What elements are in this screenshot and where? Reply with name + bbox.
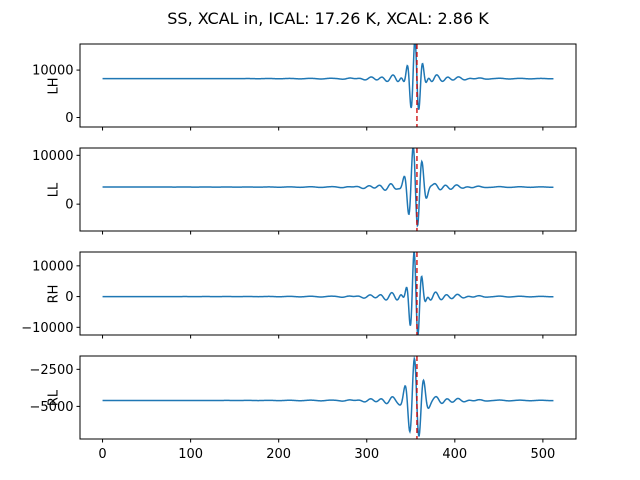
x-tick-label: 400 <box>442 447 467 462</box>
subplot-lh: 0 10000 <box>32 43 577 131</box>
series-line <box>102 252 554 335</box>
series-line <box>102 148 554 228</box>
subplot-rl: −2500 −5000 0 100 200 300 400 500 <box>30 355 577 462</box>
y-tick-label: 0 <box>65 111 73 126</box>
series-line <box>102 356 554 437</box>
series-line <box>102 44 554 110</box>
subplot-rh: −10000 0 10000 <box>21 251 577 339</box>
chart-title: SS, XCAL in, ICAL: 17.26 K, XCAL: 2.86 K <box>167 9 489 28</box>
x-tick-label: 200 <box>266 447 291 462</box>
x-tick-label: 500 <box>530 447 555 462</box>
y-tick-label: −5000 <box>30 400 74 415</box>
x-tick-label: 0 <box>98 447 106 462</box>
y-tick-label: 10000 <box>32 64 73 79</box>
axes-frame <box>79 43 577 128</box>
x-tick-label: 100 <box>178 447 203 462</box>
axes-frame <box>79 251 577 336</box>
y-tick-label: 0 <box>65 198 73 213</box>
y-tick-label: −10000 <box>21 321 73 336</box>
axes-frame <box>79 147 577 232</box>
y-tick-label: 0 <box>65 290 73 305</box>
y-tick-label: −2500 <box>30 363 74 378</box>
x-tick-label: 300 <box>354 447 379 462</box>
y-tick-label: 10000 <box>32 149 73 164</box>
axes-frame <box>79 355 577 440</box>
y-tick-label: 10000 <box>32 259 73 274</box>
subplot-ll: 0 10000 <box>32 147 577 235</box>
